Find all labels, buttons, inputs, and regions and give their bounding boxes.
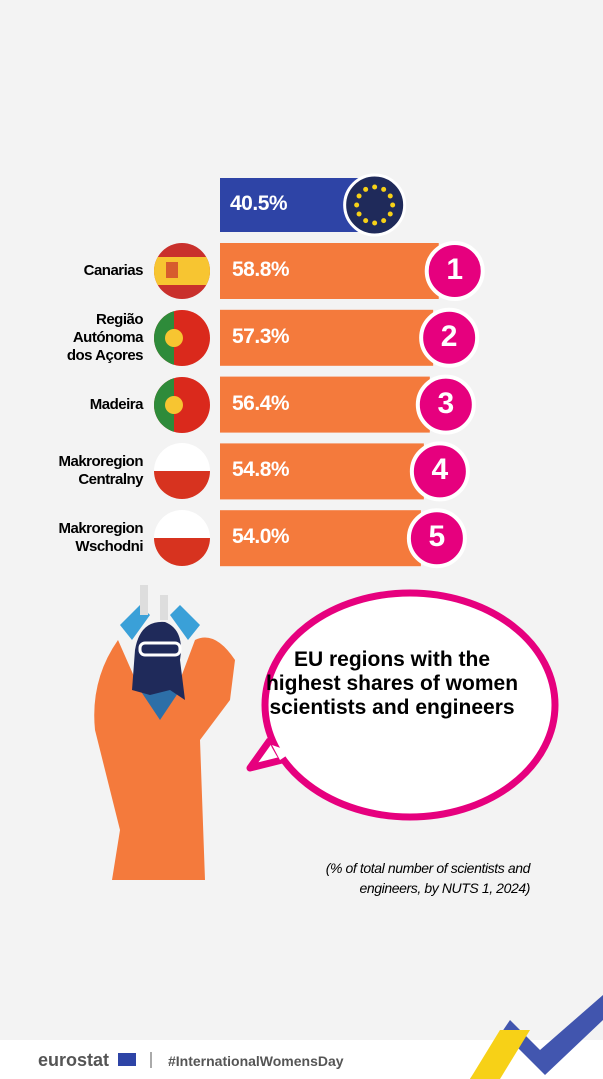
- rank-badge: [406, 508, 467, 569]
- eu-star: [363, 186, 369, 192]
- value-label: 54.8%: [232, 458, 290, 482]
- eu-star: [381, 186, 387, 192]
- eu-star: [387, 211, 393, 217]
- category-label: Madeira: [89, 395, 144, 413]
- eu-star: [390, 202, 396, 208]
- scientist-illustration: [94, 585, 235, 880]
- value-label: 56.4%: [232, 391, 290, 415]
- flag-portugal: [154, 377, 210, 433]
- rank-badge: [409, 441, 470, 502]
- eu-star: [381, 218, 387, 224]
- eu-flag-small: [118, 1053, 136, 1066]
- rank-badge: [424, 241, 485, 301]
- bar: [220, 309, 434, 366]
- bar: [220, 376, 430, 433]
- bar: [220, 443, 424, 500]
- flag-portugal: [154, 310, 210, 366]
- subtitle: (% of total number of scientists and eng…: [325, 860, 531, 896]
- eu-star: [354, 202, 360, 208]
- bubble-tail: [246, 737, 291, 772]
- category-label: Canarias: [83, 262, 144, 279]
- category-label: Makroregion Wschodni: [58, 520, 143, 556]
- hashtag: #InternationalWomensDay: [168, 1053, 344, 1069]
- eu-badge: [343, 173, 407, 237]
- rank-badge: [419, 307, 480, 368]
- category-label: Makroregion Centralny: [58, 453, 143, 489]
- value-label: 58.8%: [232, 258, 290, 281]
- value-label: 57.3%: [232, 324, 290, 348]
- rank-label: 3: [437, 386, 455, 420]
- decoration: [470, 1030, 530, 1079]
- eu-star: [356, 211, 362, 217]
- value-label: 54.0%: [232, 525, 290, 549]
- flag-poland: [154, 510, 210, 566]
- eu-star: [387, 193, 393, 199]
- speech-bubble: [261, 589, 559, 821]
- bar: [220, 510, 421, 567]
- rank-label: 2: [440, 319, 458, 353]
- category-label: Região Autónoma dos Açores: [66, 310, 144, 364]
- eu-star: [356, 193, 362, 199]
- eu-star: [372, 220, 378, 226]
- reference-label: 40.5%: [230, 192, 288, 215]
- flag-spain: [154, 243, 210, 299]
- brand: eurostat: [38, 1050, 109, 1070]
- rank-badge: [415, 374, 476, 435]
- eu-star: [372, 184, 378, 190]
- title: EU regions with the highest shares of wo…: [265, 648, 519, 719]
- rank-label: 4: [431, 453, 449, 487]
- flag-poland: [154, 443, 210, 499]
- rank-label: 1: [446, 253, 464, 286]
- eu-star: [363, 218, 369, 224]
- bar: [220, 243, 439, 299]
- rank-label: 5: [428, 520, 446, 554]
- bubble-join: [272, 745, 292, 760]
